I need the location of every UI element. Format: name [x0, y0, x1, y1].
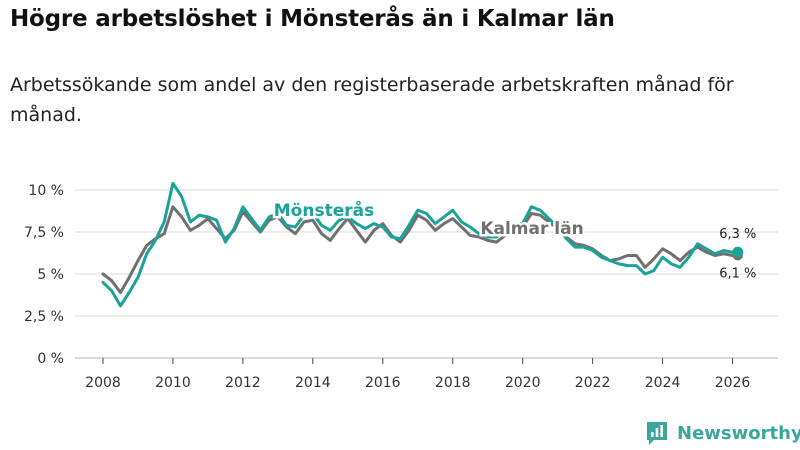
x-axis: 2008 2010 2012 2014 2016 2018 2020 2022 2024 2026: [85, 358, 750, 391]
series-line-m-nster-s: [101, 181, 740, 308]
y-tick-label: 5 %: [37, 267, 64, 283]
series-line-kalmar-l-n: [101, 205, 740, 294]
x-tick-label: 2012: [225, 375, 261, 391]
end-value-label-monsteras: 6,3 %: [719, 227, 756, 242]
x-tick-label: 2026: [715, 375, 751, 391]
y-tick-label: 7,5 %: [24, 225, 64, 241]
series-lines: [101, 181, 744, 308]
grid-lines: [75, 189, 778, 359]
line-chart: 0 % 2,5 % 5 % 7,5 % 10 % 2008 2010 2012 2014 201…: [24, 181, 778, 391]
x-tick-label: 2010: [155, 375, 191, 391]
x-tick-label: 2020: [505, 375, 541, 391]
newsworthy-brand[interactable]: Newsworthy: [645, 420, 800, 446]
series-label-kalmar: Kalmar län: [480, 219, 583, 239]
y-axis: 0 % 2,5 % 5 % 7,5 % 10 %: [24, 183, 64, 367]
end-point-monsteras: [732, 246, 744, 258]
end-value-label-kalmar: 6,1 %: [719, 267, 756, 282]
x-tick-label: 2024: [645, 375, 681, 391]
brand-name: Newsworthy: [677, 422, 800, 444]
x-tick-label: 2022: [575, 375, 611, 391]
series-labels: 6,3 % 6,1 % Mönsterås Kalmar län: [271, 197, 756, 282]
series-label-monsteras: Mönsterås: [274, 199, 374, 221]
newsworthy-logo-icon: [647, 422, 667, 445]
x-tick-label: 2014: [295, 375, 331, 391]
x-tick-label: 2008: [85, 375, 121, 391]
chart-subtitle: Arbetssökande som andel av den registerb…: [10, 74, 734, 126]
x-tick-label: 2018: [435, 375, 471, 391]
y-tick-label: 2,5 %: [24, 309, 64, 325]
y-tick-label: 0 %: [37, 351, 64, 367]
y-tick-label: 10 %: [28, 183, 64, 199]
chart-title: Högre arbetslöshet i Mönsterås än i Kalm…: [10, 6, 615, 32]
x-tick-label: 2016: [365, 375, 401, 391]
